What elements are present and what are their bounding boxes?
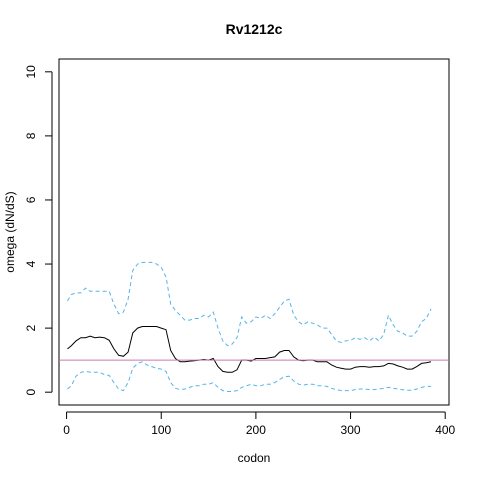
x-tick-label: 0: [63, 423, 70, 437]
y-tick-label: 4: [24, 260, 38, 267]
y-axis-label: omega (dN/dS): [3, 191, 17, 272]
x-axis-label: codon: [238, 451, 271, 465]
plot-frame: [58, 58, 450, 406]
x-tick-label: 200: [246, 423, 266, 437]
series-line-2: [67, 361, 431, 392]
y-tick-label: 8: [24, 132, 38, 139]
series-line-1: [67, 261, 432, 347]
y-tick-label: 2: [24, 324, 38, 331]
y-tick-label: 10: [24, 65, 38, 79]
y-tick-label: 6: [24, 196, 38, 203]
y-axis: 0 2 4 6 8 10: [24, 65, 53, 396]
x-tick-label: 300: [341, 423, 361, 437]
chart-title: Rv1212c: [226, 21, 283, 37]
x-tick-label: 100: [151, 423, 171, 437]
x-axis: 0 100 200 300 400: [63, 411, 456, 437]
y-tick-label: 0: [24, 389, 38, 396]
x-tick-label: 400: [435, 423, 455, 437]
